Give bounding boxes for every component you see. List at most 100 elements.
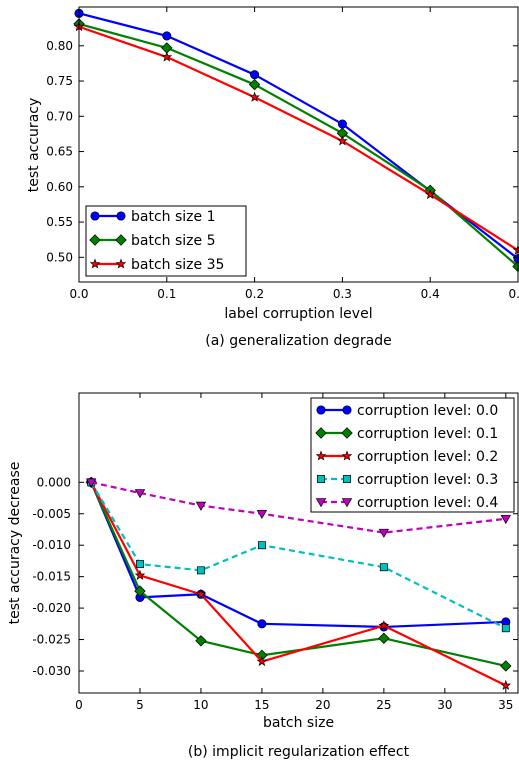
chart-a-series-layer	[73, 8, 519, 273]
data-point	[250, 70, 260, 80]
legend-marker	[316, 405, 326, 415]
x-tick-label: 15	[254, 698, 269, 712]
data-point	[161, 51, 173, 62]
chart-b-xlabel: batch size	[263, 715, 334, 731]
x-tick-label: 30	[437, 698, 452, 712]
data-point	[195, 588, 207, 599]
series-line-2	[90, 481, 507, 668]
chart-a: 0.00.10.20.30.40.5 0.500.550.600.650.700…	[26, 6, 519, 349]
data-point	[134, 489, 146, 499]
data-point	[195, 501, 207, 511]
data-point	[85, 478, 97, 488]
y-tick-label: 0.65	[46, 145, 73, 159]
legend-marker	[115, 258, 127, 269]
data-point	[257, 541, 266, 550]
y-tick-label: 0.75	[46, 74, 73, 88]
legend-label: batch size 5	[131, 233, 215, 249]
chart-b-series-layer	[85, 476, 512, 690]
x-tick-label: 35	[498, 698, 513, 712]
series-line-5	[90, 481, 506, 534]
legend-marker	[341, 498, 353, 508]
y-tick-label: -0.020	[32, 601, 71, 615]
legend-marker	[115, 234, 127, 246]
data-point	[378, 528, 390, 538]
y-tick-label: -0.030	[32, 664, 71, 678]
y-tick-label: 0.70	[46, 109, 73, 123]
data-point	[378, 632, 390, 644]
chart-a-yticks: 0.50 0.55 0.60 0.65 0.70 0.75 0.80	[46, 39, 518, 264]
data-point	[196, 566, 205, 575]
data-point	[195, 635, 207, 647]
chart-b-ylabel: test accuracy decrease	[7, 462, 23, 625]
data-point	[424, 188, 436, 200]
data-point	[500, 660, 512, 672]
data-point	[134, 585, 146, 597]
x-tick-label: 25	[376, 698, 391, 712]
data-point	[162, 31, 172, 41]
legend-label: corruption level: 0.3	[357, 472, 498, 488]
x-tick-label: 20	[315, 698, 330, 712]
data-point	[256, 509, 268, 520]
y-tick-label: 0.80	[46, 39, 73, 53]
y-tick-label: 0.50	[46, 250, 73, 264]
data-point	[136, 560, 144, 569]
data-point	[501, 624, 510, 633]
chart-a-frame	[78, 6, 519, 283]
legend-label: corruption level: 0.2	[357, 449, 498, 465]
legend-marker	[341, 450, 353, 461]
legend-marker	[342, 405, 352, 415]
x-tick-label: 10	[193, 698, 208, 712]
x-tick-label: 0.1	[157, 287, 176, 301]
data-point	[249, 91, 260, 102]
chart-b-xticks: 0 5 10 15 20 25 30 35	[75, 393, 513, 712]
legend-marker	[315, 450, 327, 461]
chart-b-frame	[78, 392, 519, 694]
data-point	[257, 619, 267, 629]
legend-marker	[90, 211, 100, 221]
chart-a-xlabel: label corruption level	[224, 306, 372, 322]
y-tick-label: -0.005	[32, 507, 71, 521]
data-point	[378, 620, 390, 631]
chart-a-caption: (a) generalization degrade	[205, 333, 391, 349]
data-point	[500, 514, 512, 525]
chart-b-legend: corruption level: 0.0 corruption level: 0…	[310, 397, 515, 513]
x-tick-label: 0.3	[333, 287, 352, 301]
y-tick-label: 0.000	[37, 475, 71, 489]
legend-marker	[315, 498, 327, 508]
data-point	[134, 569, 146, 580]
chart-a-ylabel: test accuracy	[26, 98, 42, 193]
data-point	[256, 655, 268, 667]
legend-label: batch size 1	[131, 209, 215, 225]
data-point	[337, 119, 347, 129]
legend-marker	[89, 258, 101, 269]
legend-marker	[317, 475, 325, 483]
chart-b: 0 5 10 15 20 25 30 35 0.000 -0.005 -0.010 -0.015 -0…	[7, 392, 519, 760]
y-tick-label: -0.025	[32, 633, 71, 647]
chart-b-yticks: 0.000 -0.005 -0.010 -0.015 -0.020 -0.025 -0.03…	[32, 475, 518, 678]
x-tick-label: 0	[75, 698, 83, 712]
y-tick-label: 0.60	[46, 180, 73, 194]
series-line-3	[78, 25, 519, 252]
x-tick-label: 0.4	[421, 287, 440, 301]
series-line-3	[90, 481, 507, 687]
data-point	[500, 679, 512, 690]
x-tick-label: 5	[136, 698, 144, 712]
y-tick-label: -0.010	[32, 538, 71, 552]
x-tick-label: 0.2	[245, 287, 264, 301]
legend-label: batch size 35	[131, 257, 224, 273]
data-point	[248, 78, 261, 91]
data-point	[337, 135, 348, 146]
legend-marker	[315, 427, 327, 439]
legend-marker	[116, 211, 126, 221]
legend-label: corruption level: 0.0	[357, 403, 498, 419]
chart-a-xticks: 0.0 0.1 0.2 0.3 0.4 0.5	[69, 7, 519, 301]
legend-label: corruption level: 0.1	[357, 426, 498, 442]
data-point	[379, 563, 388, 572]
x-tick-label: 0.0	[69, 287, 88, 301]
chart-a-legend: batch size 1 batch size 5 batch size 35	[85, 205, 247, 277]
x-tick-label: 0.5	[508, 287, 519, 301]
legend-marker	[343, 475, 351, 483]
legend-label: corruption level: 0.4	[357, 495, 498, 511]
y-tick-label: 0.55	[46, 215, 73, 229]
